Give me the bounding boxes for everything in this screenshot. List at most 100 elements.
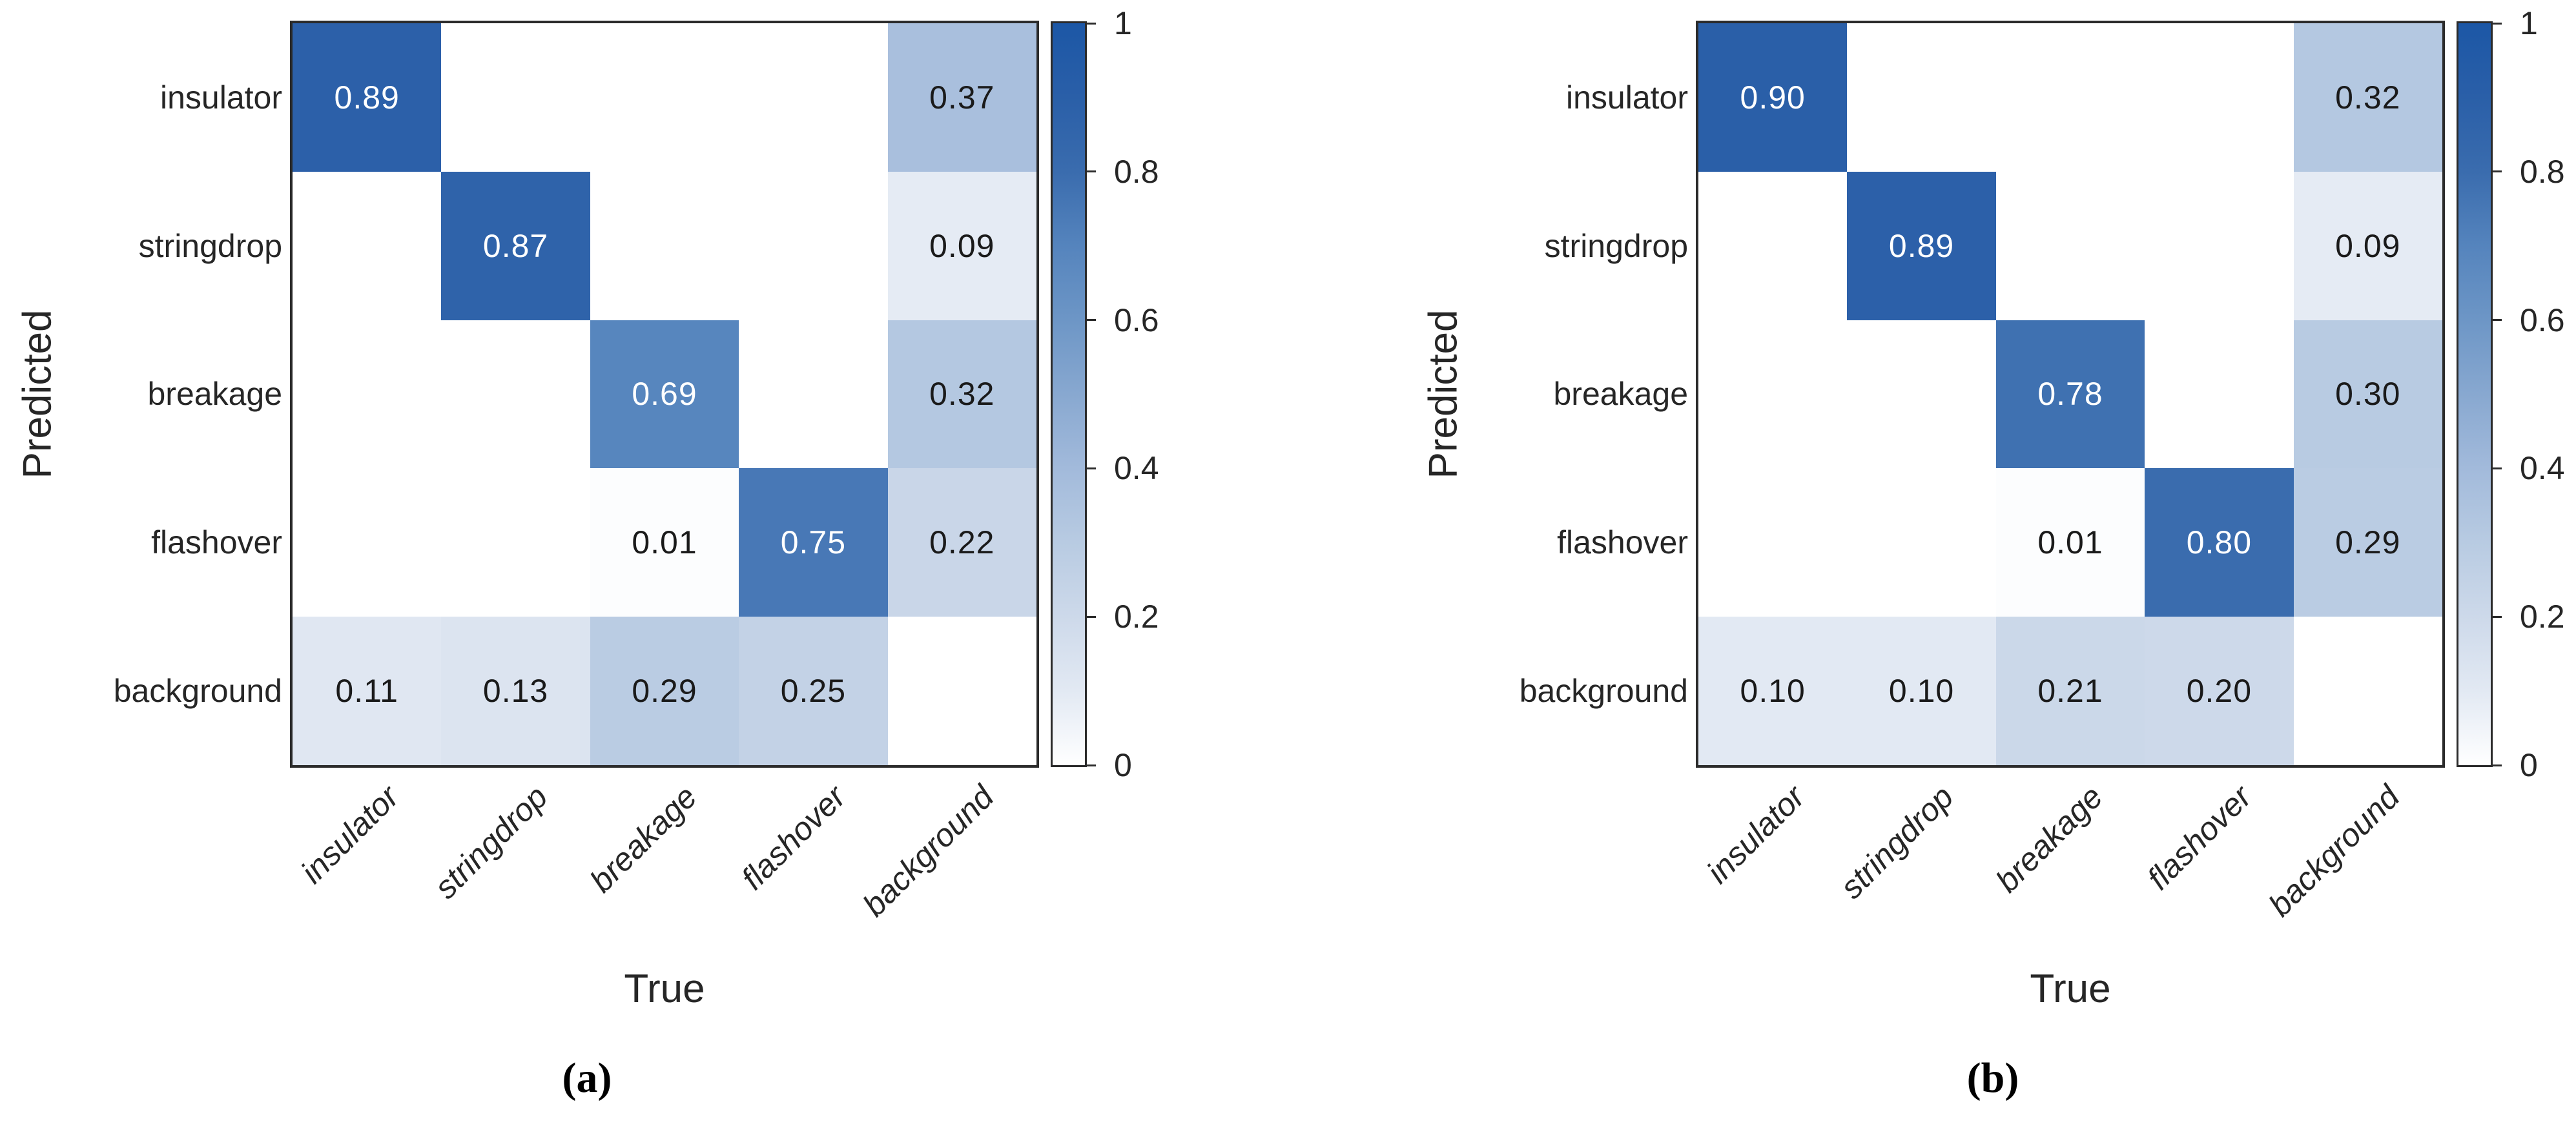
heatmap-cell: 0.01 (590, 468, 739, 617)
colorbar-tick (2491, 467, 2502, 469)
heatmap-cell (590, 171, 739, 320)
cell-value: 0.01 (632, 524, 697, 561)
cell-value: 0.09 (929, 227, 995, 264)
colorbar (1051, 21, 1087, 767)
colorbar (2457, 21, 2493, 767)
cell-value: 0.89 (334, 79, 400, 116)
colorbar-tick-label: 0 (2520, 747, 2538, 783)
heatmap-cell (1995, 23, 2145, 172)
cell-value: 0.20 (2186, 673, 2252, 710)
colorbar-tick (2491, 22, 2502, 25)
cell-value: 0.10 (1888, 673, 1955, 710)
cell-value: 0.30 (2335, 376, 2401, 413)
x-tick-label: insulator (1700, 778, 1812, 890)
row-labels: insulator stringdrop breakage flashover back… (1458, 23, 1688, 765)
heatmap-cell (887, 617, 1036, 765)
heatmap-cell: 0.89 (1847, 171, 1996, 320)
x-tick-label: background (856, 778, 1002, 924)
x-tick-label: stringdrop (1833, 778, 1961, 906)
row-label: insulator (1566, 79, 1688, 116)
colorbar-tick-label: 1 (2520, 5, 2538, 41)
heatmap-cell (2145, 320, 2294, 469)
heatmap-cell (441, 320, 590, 469)
heatmap-cell: 0.09 (2293, 171, 2442, 320)
colorbar-tick-label: 1 (1114, 5, 1132, 41)
colorbar-tick (1085, 615, 1096, 618)
cell-value: 0.69 (632, 376, 697, 413)
heatmap-cell: 0.90 (1698, 23, 1848, 172)
heatmap-cell (2145, 171, 2294, 320)
heatmap-cell: 0.75 (739, 468, 888, 617)
heatmap-cell (441, 23, 590, 172)
cell-value: 0.13 (482, 673, 549, 710)
x-tick-label: background (2262, 778, 2407, 924)
row-label: background (113, 673, 282, 710)
cell-value: 0.29 (632, 673, 697, 710)
row-labels: insulator stringdrop breakage flashover back… (52, 23, 282, 765)
cell-value: 0.80 (2186, 524, 2252, 561)
heatmap-cell: 0.89 (293, 23, 442, 172)
cell-value: 0.01 (2037, 524, 2103, 561)
colorbar-tick (1085, 22, 1096, 25)
heatmap-cell: 0.30 (2293, 320, 2442, 469)
colorbar-tick-label: 0.4 (2520, 450, 2565, 487)
colorbar-tick-label: 0 (1114, 747, 1132, 783)
x-tick-label: stringdrop (428, 778, 555, 906)
heatmap-cell: 0.80 (2145, 468, 2294, 617)
x-tick-label: breakage (1988, 778, 2110, 899)
row-label: breakage (1553, 376, 1689, 413)
colorbar-tick (1085, 467, 1096, 469)
row-label: flashover (1557, 524, 1688, 561)
heatmap-cell (2293, 617, 2442, 765)
panel-b: Predicted insulator stringdrop breakage flas… (1406, 0, 2576, 1139)
row-label: insulator (160, 79, 282, 116)
cell-value: 0.22 (929, 524, 995, 561)
heatmap-cell (2145, 23, 2294, 172)
colorbar-tick (1085, 764, 1096, 766)
cell-value: 0.89 (1888, 227, 1955, 264)
heatmap-cell: 0.29 (590, 617, 739, 765)
row-label: breakage (147, 376, 283, 413)
heatmap-cell (293, 320, 442, 469)
heatmap-cell: 0.11 (293, 617, 442, 765)
heatmap-cell (739, 171, 888, 320)
cell-value: 0.09 (2335, 227, 2401, 264)
heatmap-cell: 0.09 (887, 171, 1036, 320)
cell-value: 0.21 (2037, 673, 2103, 710)
heatmap-cell: 0.32 (887, 320, 1036, 469)
heatmap-cell (739, 23, 888, 172)
colorbar-tick-label: 0.2 (1114, 599, 1159, 635)
heatmap-cell: 0.69 (590, 320, 739, 469)
colorbar-tick (1085, 319, 1096, 322)
heatmap-cell: 0.87 (441, 171, 590, 320)
cell-value: 0.87 (482, 227, 549, 264)
panel-caption: (b) (1966, 1054, 2019, 1102)
heatmap-cell (1847, 468, 1996, 617)
colorbar-tick (2491, 170, 2502, 173)
x-axis-title: True (2030, 967, 2111, 1011)
colorbar-tick-label: 0.6 (1114, 302, 1159, 338)
colorbar-tick-label: 0.2 (2520, 599, 2565, 635)
x-tick-label: flashover (734, 778, 852, 897)
colorbar-tick-label: 0.6 (2520, 302, 2565, 338)
colorbar-tick-label: 0.8 (1114, 153, 1159, 190)
heatmap-cell (1698, 320, 1848, 469)
colorbar-tick-label: 0.4 (1114, 450, 1159, 487)
x-tick-label: breakage (582, 778, 704, 899)
heatmap-cell: 0.32 (2293, 23, 2442, 172)
heatmap-cell (590, 23, 739, 172)
heatmap-cell (739, 320, 888, 469)
heatmap-cell (293, 468, 442, 617)
heatmap-cell: 0.78 (1995, 320, 2145, 469)
row-label: stringdrop (1544, 227, 1688, 264)
heatmap-cell (1698, 468, 1848, 617)
heatmap-cell: 0.37 (887, 23, 1036, 172)
heatmap-cell: 0.01 (1995, 468, 2145, 617)
cell-value: 0.32 (2335, 79, 2401, 116)
heatmap-cell: 0.22 (887, 468, 1036, 617)
confusion-matrix: 0.89 0.37 0.87 0.09 0.69 0.32 0.01 0.75 0.22 0.11… (290, 21, 1039, 768)
panel-caption: (a) (562, 1054, 612, 1102)
heatmap-cell (1847, 23, 1996, 172)
cell-value: 0.25 (780, 673, 847, 710)
